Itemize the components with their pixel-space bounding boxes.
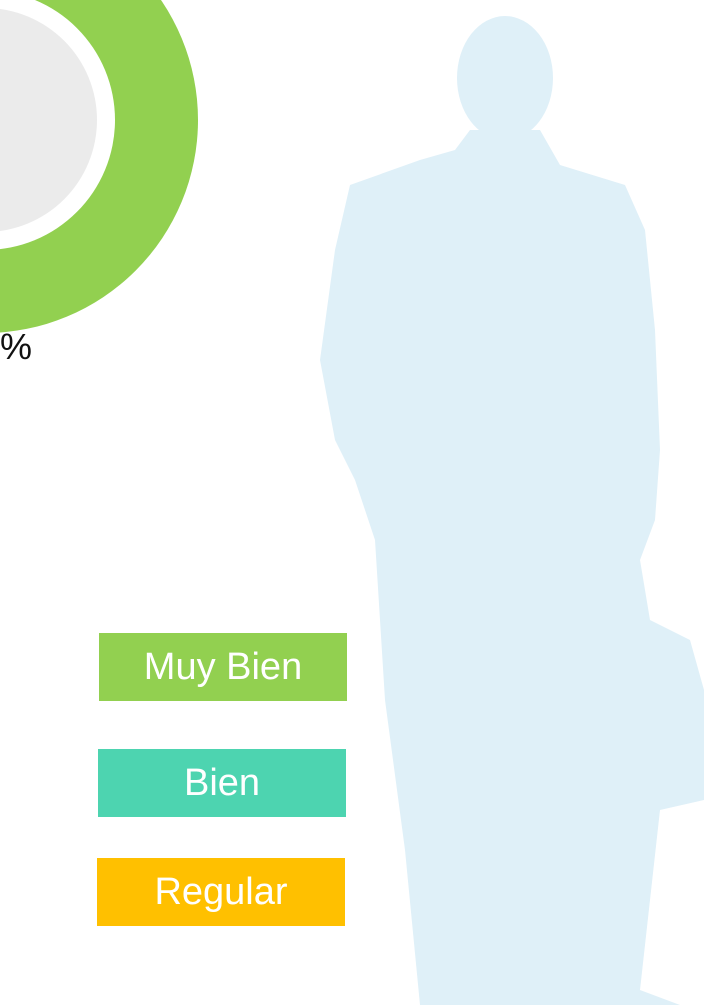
legend-item: Muy Bien [99,633,347,701]
donut [0,0,198,333]
legend-item: Regular [97,858,345,926]
legend-item: Bien [98,749,346,817]
percent-label: % [0,326,33,367]
businessman-silhouette [320,16,704,1005]
